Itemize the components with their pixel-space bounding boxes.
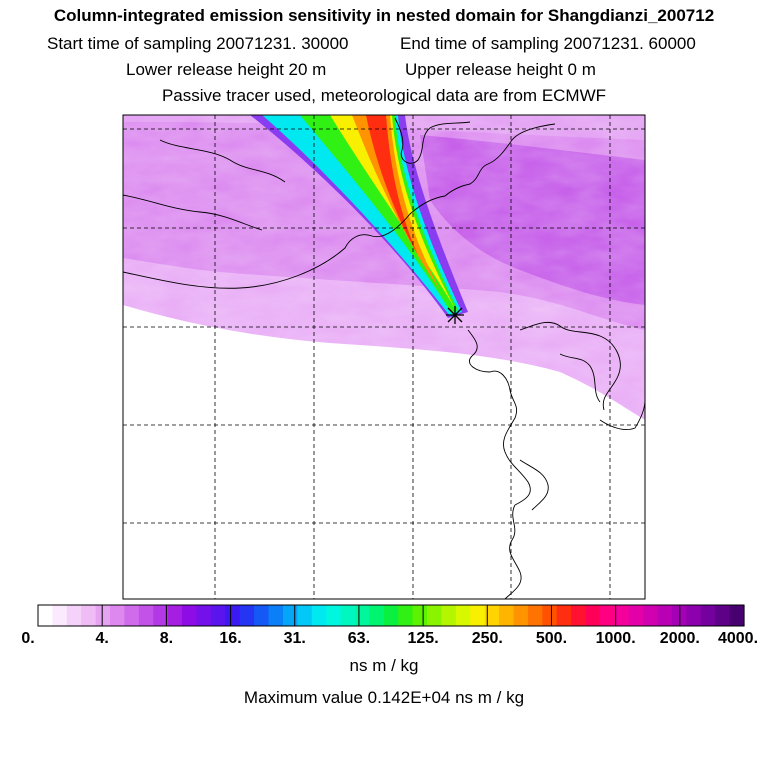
colorbar-swatch — [556, 605, 572, 626]
colorbar-tick-label: 8. — [159, 630, 174, 647]
colorbar-swatch — [52, 605, 68, 626]
colorbar-swatch — [455, 605, 471, 626]
colorbar-swatch — [513, 605, 529, 626]
colorbar-swatch — [326, 605, 342, 626]
colorbar-swatches — [38, 605, 745, 626]
colorbar-tick-label: 2000. — [659, 630, 700, 647]
colorbar-swatch — [614, 605, 630, 626]
colorbar-swatch — [715, 605, 731, 626]
colorbar-swatch — [484, 605, 500, 626]
colorbar-swatch — [383, 605, 399, 626]
colorbar-swatch — [441, 605, 457, 626]
colorbar-swatch — [599, 605, 615, 626]
colorbar-swatch — [225, 605, 241, 626]
colorbar-swatch — [153, 605, 169, 626]
colorbar-swatch — [354, 605, 370, 626]
plume-yellow — [330, 115, 456, 310]
lat-lon-grid — [123, 115, 645, 599]
colorbar-swatch — [470, 605, 486, 626]
colorbar-tick-label: 63. — [347, 630, 371, 647]
upper-release-height-label: Upper release height 0 m — [405, 60, 596, 79]
lower-release-height-label: Lower release height 20 m — [126, 60, 327, 79]
colorbar-swatch — [38, 605, 54, 626]
colorbar-swatch — [124, 605, 140, 626]
colorbar-swatch — [110, 605, 126, 626]
colorbar-dividers — [101, 605, 681, 626]
colorbar-swatch — [729, 605, 745, 626]
colorbar-swatch — [138, 605, 154, 626]
colorbar-tick-label: 1000. — [595, 630, 636, 647]
colorbar-tick-label: 4000. — [717, 630, 759, 647]
colorbar-tick-label: 31. — [283, 630, 306, 647]
colorbar-swatch — [628, 605, 644, 626]
end-time-label: End time of sampling 20071231. 60000 — [400, 34, 696, 53]
colorbar-tick-label: 500. — [535, 630, 568, 647]
colorbar-swatch — [196, 605, 212, 626]
maximum-value-label: Maximum value 0.142E+04 ns m / kg — [243, 688, 525, 707]
colorbar-tick-label: 250. — [471, 630, 503, 647]
start-time-label: Start time of sampling 20071231. 30000 — [47, 34, 349, 53]
colorbar-swatch — [700, 605, 716, 626]
colorbar-swatch — [585, 605, 601, 626]
colorbar-swatch — [412, 605, 428, 626]
colorbar-swatch — [369, 605, 385, 626]
colorbar-swatch — [686, 605, 702, 626]
plume-red — [366, 115, 418, 255]
colorbar-swatch — [657, 605, 673, 626]
colorbar-swatch — [527, 605, 543, 626]
colorbar-swatch — [239, 605, 255, 626]
colorbar-swatch — [340, 605, 356, 626]
colorbar-swatch — [254, 605, 270, 626]
tracer-info-line: Passive tracer used, meteorological data… — [161, 86, 607, 105]
colorbar-swatch — [66, 605, 82, 626]
colorbar-swatch — [182, 605, 198, 626]
colorbar-swatch — [268, 605, 284, 626]
colorbar-swatch — [95, 605, 111, 626]
colorbar-tick-label: 125. — [407, 630, 439, 647]
colorbar-tick-label: 16. — [219, 630, 242, 647]
colorbar — [37, 604, 745, 627]
colorbar-swatch — [81, 605, 97, 626]
colorbar-frame — [37, 604, 745, 627]
colorbar-tick-label: 0. — [21, 630, 35, 647]
receptor-marker — [446, 306, 464, 324]
colorbar-swatch — [542, 605, 558, 626]
colorbar-units: ns m / kg — [349, 656, 419, 675]
colorbar-swatch — [282, 605, 298, 626]
page-title: Column-integrated emission sensitivity i… — [53, 6, 715, 25]
colorbar-swatch — [311, 605, 327, 626]
plume-cyan — [262, 115, 462, 316]
colorbar-swatch — [499, 605, 515, 626]
colorbar-swatch — [297, 605, 313, 626]
colorbar-swatch — [427, 605, 443, 626]
colorbar-swatch — [210, 605, 226, 626]
colorbar-swatch — [643, 605, 659, 626]
colorbar-swatch — [167, 605, 183, 626]
colorbar-swatch — [571, 605, 587, 626]
coastlines — [123, 117, 645, 599]
map-frame — [122, 114, 646, 600]
colorbar-tick-label: 4. — [95, 630, 109, 647]
colorbar-swatch — [398, 605, 414, 626]
